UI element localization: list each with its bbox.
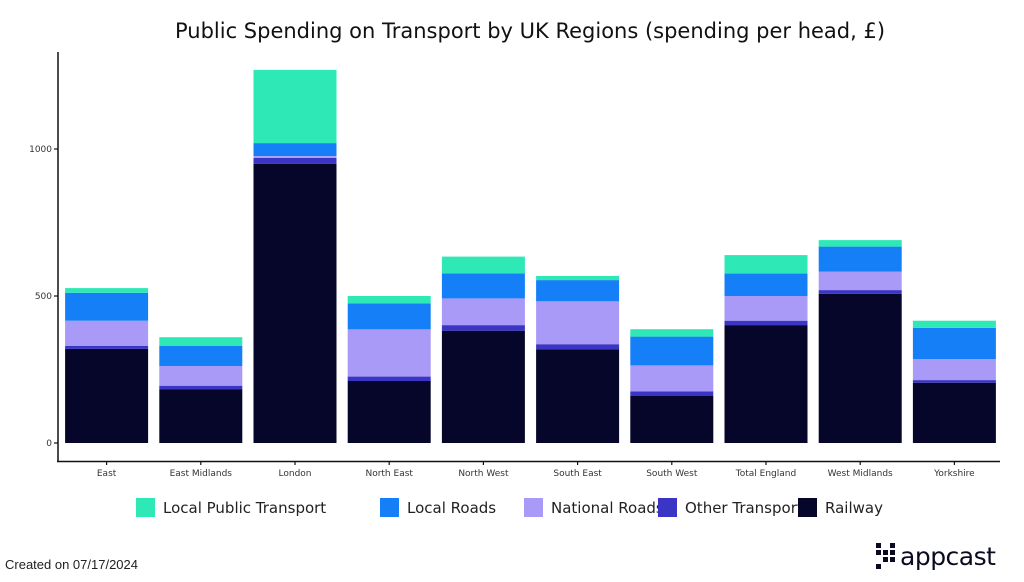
bar-segment-local-roads bbox=[347, 303, 431, 330]
bar-segment-railway bbox=[536, 349, 620, 443]
bar-segment-local-roads bbox=[724, 273, 808, 296]
x-tick-label: South East bbox=[553, 469, 602, 479]
bar-segment-railway bbox=[630, 396, 714, 443]
x-tick-label: Total England bbox=[735, 469, 796, 479]
bar-segment-local-public-transport bbox=[630, 329, 714, 337]
bar-segment-railway bbox=[347, 381, 431, 443]
bar-segment-railway bbox=[65, 348, 149, 443]
bar-stack-north-west bbox=[441, 256, 525, 443]
bar-segment-national-roads bbox=[441, 298, 525, 326]
bar-segment-local-public-transport bbox=[724, 255, 808, 274]
bar-segment-national-roads bbox=[253, 156, 337, 158]
legend-item-local-public-transport: Local Public Transport bbox=[136, 498, 326, 517]
bar-stack-west-midlands bbox=[818, 240, 902, 443]
legend-item-railway: Railway bbox=[798, 498, 883, 517]
bars-group bbox=[65, 69, 996, 443]
legend-label: Local Roads bbox=[407, 499, 496, 517]
bar-segment-national-roads bbox=[159, 366, 243, 386]
bar-segment-railway bbox=[253, 163, 337, 443]
bar-segment-local-public-transport bbox=[818, 240, 902, 247]
legend: Local Public Transport Local Roads Nationa… bbox=[136, 498, 883, 517]
chart-title: Public Spending on Transport by UK Regio… bbox=[175, 19, 885, 43]
bar-segment-other-transport bbox=[65, 346, 149, 349]
bar-stack-london bbox=[253, 69, 337, 443]
bar-segment-national-roads bbox=[912, 358, 996, 381]
bar-segment-local-roads bbox=[536, 280, 620, 302]
x-tick-label: London bbox=[279, 469, 312, 479]
bar-segment-local-roads bbox=[630, 336, 714, 366]
bar-segment-local-public-transport bbox=[65, 288, 149, 293]
bar-segment-national-roads bbox=[724, 296, 808, 321]
legend-label: National Roads bbox=[551, 499, 664, 517]
legend-item-national-roads: National Roads bbox=[524, 498, 664, 517]
bar-segment-local-roads bbox=[65, 292, 149, 321]
x-tick-label: Yorkshire bbox=[933, 469, 975, 479]
bar-stack-total-england bbox=[724, 255, 808, 443]
bar-segment-local-roads bbox=[912, 327, 996, 359]
legend-label: Railway bbox=[825, 499, 883, 517]
legend-item-local-roads: Local Roads bbox=[380, 498, 496, 517]
bar-segment-other-transport bbox=[912, 380, 996, 383]
bar-segment-other-transport bbox=[536, 344, 620, 350]
bar-stack-south-east bbox=[536, 276, 620, 443]
bar-segment-railway bbox=[818, 293, 902, 443]
bar-segment-other-transport bbox=[347, 376, 431, 381]
bar-segment-other-transport bbox=[630, 391, 714, 396]
bar-segment-national-roads bbox=[630, 365, 714, 392]
bar-segment-railway bbox=[441, 330, 525, 443]
appcast-logo-mark-icon bbox=[876, 543, 895, 569]
bar-stack-north-east bbox=[347, 296, 431, 443]
x-tick-label: North East bbox=[365, 469, 413, 479]
legend-swatch bbox=[136, 498, 155, 517]
bar-segment-national-roads bbox=[536, 301, 620, 345]
bar-segment-local-roads bbox=[253, 143, 337, 156]
bar-segment-other-transport bbox=[818, 290, 902, 294]
bar-segment-railway bbox=[159, 389, 243, 443]
x-tick-label: North West bbox=[458, 469, 509, 479]
legend-swatch bbox=[658, 498, 677, 517]
bar-segment-local-roads bbox=[818, 246, 902, 272]
bar-segment-local-roads bbox=[441, 273, 525, 299]
created-date: Created on 07/17/2024 bbox=[5, 557, 138, 572]
y-tick-label: 0 bbox=[46, 439, 52, 449]
bar-segment-railway bbox=[912, 382, 996, 443]
bar-segment-railway bbox=[724, 325, 808, 443]
x-tick-label: West Midlands bbox=[828, 469, 893, 479]
legend-swatch bbox=[524, 498, 543, 517]
bar-segment-local-public-transport bbox=[441, 256, 525, 274]
bar-stack-east bbox=[65, 288, 149, 443]
legend-label: Local Public Transport bbox=[163, 499, 326, 517]
legend-swatch bbox=[380, 498, 399, 517]
x-tick-label: East bbox=[97, 469, 117, 479]
y-tick-label: 1000 bbox=[29, 145, 52, 155]
bar-segment-other-transport bbox=[159, 385, 243, 390]
bar-segment-national-roads bbox=[818, 271, 902, 291]
legend-label: Other Transport bbox=[685, 499, 803, 517]
bar-segment-local-public-transport bbox=[912, 320, 996, 328]
bar-segment-local-roads bbox=[159, 345, 243, 366]
bar-segment-local-public-transport bbox=[159, 337, 243, 346]
bar-segment-national-roads bbox=[347, 329, 431, 377]
x-tick-label: East Midlands bbox=[170, 469, 233, 479]
bar-stack-south-west bbox=[630, 329, 714, 443]
bar-segment-local-public-transport bbox=[253, 69, 337, 144]
bar-segment-other-transport bbox=[724, 320, 808, 326]
bar-stack-yorkshire bbox=[912, 320, 996, 443]
bar-segment-national-roads bbox=[65, 320, 149, 346]
appcast-logo-text: appcast bbox=[900, 541, 996, 571]
bar-segment-local-public-transport bbox=[347, 296, 431, 304]
bar-stack-east-midlands bbox=[159, 337, 243, 443]
y-tick-label: 500 bbox=[35, 292, 52, 302]
legend-item-other-transport: Other Transport bbox=[658, 498, 803, 517]
axes-group: East East Midlands London North East North W… bbox=[29, 52, 1000, 479]
bar-segment-local-public-transport bbox=[536, 276, 620, 281]
legend-swatch bbox=[798, 498, 817, 517]
appcast-logo: appcast bbox=[876, 541, 996, 571]
bar-segment-other-transport bbox=[441, 325, 525, 331]
x-tick-label: South West bbox=[646, 469, 698, 479]
bar-segment-other-transport bbox=[253, 157, 337, 164]
